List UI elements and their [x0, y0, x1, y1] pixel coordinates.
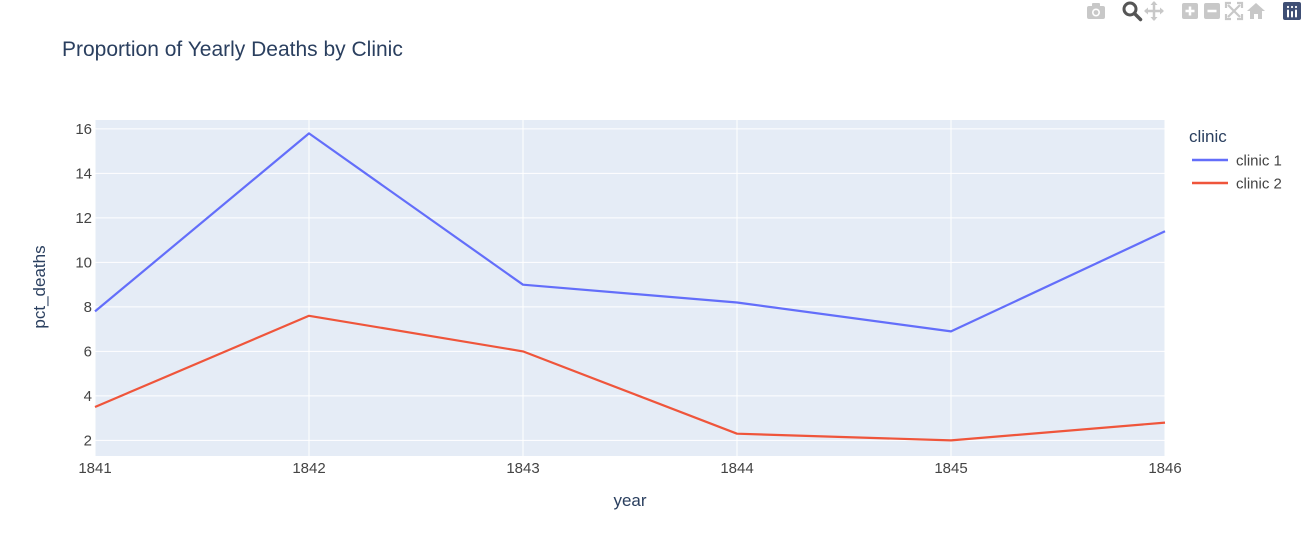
- zoom-in-icon[interactable]: [1179, 0, 1201, 22]
- plot-area[interactable]: [95, 120, 1165, 456]
- x-axis-label: year: [613, 491, 646, 510]
- y-tick-labels: 2 4 6 8 10 12 14 16: [75, 121, 92, 450]
- plotly-logo-icon[interactable]: [1281, 0, 1303, 22]
- autoscale-icon[interactable]: [1223, 0, 1245, 22]
- y-tick-label: 4: [84, 388, 92, 405]
- zoom-out-icon[interactable]: [1201, 0, 1223, 22]
- y-tick-label: 2: [84, 432, 92, 449]
- chart-title: Proportion of Yearly Deaths by Clinic: [62, 38, 403, 61]
- y-tick-label: 8: [84, 299, 92, 316]
- series-line-clinic-2[interactable]: [94, 314, 1166, 442]
- data-point-clinic-1[interactable]: [92, 308, 98, 314]
- modebar: [1085, 0, 1303, 22]
- zoom-icon[interactable]: [1121, 0, 1143, 22]
- legend-title: clinic: [1189, 127, 1227, 146]
- data-point-clinic-2[interactable]: [734, 431, 740, 437]
- pan-icon[interactable]: [1143, 0, 1165, 22]
- data-point-clinic-1[interactable]: [520, 282, 526, 288]
- x-tick-label: 1845: [934, 460, 967, 477]
- legend-label-clinic-1: clinic 1: [1236, 153, 1282, 170]
- data-point-clinic-1[interactable]: [306, 130, 312, 136]
- camera-icon[interactable]: [1085, 0, 1107, 22]
- data-point-clinic-1[interactable]: [1162, 228, 1168, 234]
- legend-item-clinic-1[interactable]: clinic 1: [1192, 153, 1282, 170]
- y-gridlines: [95, 128, 1165, 441]
- y-tick-label: 6: [84, 343, 92, 360]
- data-point-clinic-2[interactable]: [520, 348, 526, 354]
- x-tick-label: 1842: [292, 460, 325, 477]
- data-point-clinic-1[interactable]: [948, 328, 954, 334]
- y-tick-label: 16: [75, 121, 92, 138]
- x-tick-label: 1841: [78, 460, 111, 477]
- data-point-clinic-2[interactable]: [92, 404, 98, 410]
- series-line-clinic-1[interactable]: [94, 132, 1166, 333]
- data-point-clinic-1[interactable]: [734, 299, 740, 305]
- series-layer: [92, 130, 1168, 443]
- x-tick-label: 1843: [506, 460, 539, 477]
- x-tick-labels: 1841 1842 1843 1844 1845 1846: [78, 460, 1181, 477]
- x-gridlines: [94, 120, 1166, 456]
- x-tick-label: 1844: [720, 460, 753, 477]
- legend-item-clinic-2[interactable]: clinic 2: [1192, 176, 1282, 193]
- y-axis-label: pct_deaths: [30, 245, 49, 328]
- data-point-clinic-2[interactable]: [306, 313, 312, 319]
- legend: clinic clinic 1 clinic 2: [1189, 127, 1282, 193]
- y-tick-label: 14: [75, 165, 92, 182]
- data-point-clinic-2[interactable]: [948, 437, 954, 443]
- y-tick-label: 10: [75, 254, 92, 271]
- legend-label-clinic-2: clinic 2: [1236, 176, 1282, 193]
- data-point-clinic-2[interactable]: [1162, 420, 1168, 426]
- y-tick-label: 12: [75, 210, 92, 227]
- x-tick-label: 1846: [1148, 460, 1181, 477]
- reset-axes-icon[interactable]: [1245, 0, 1267, 22]
